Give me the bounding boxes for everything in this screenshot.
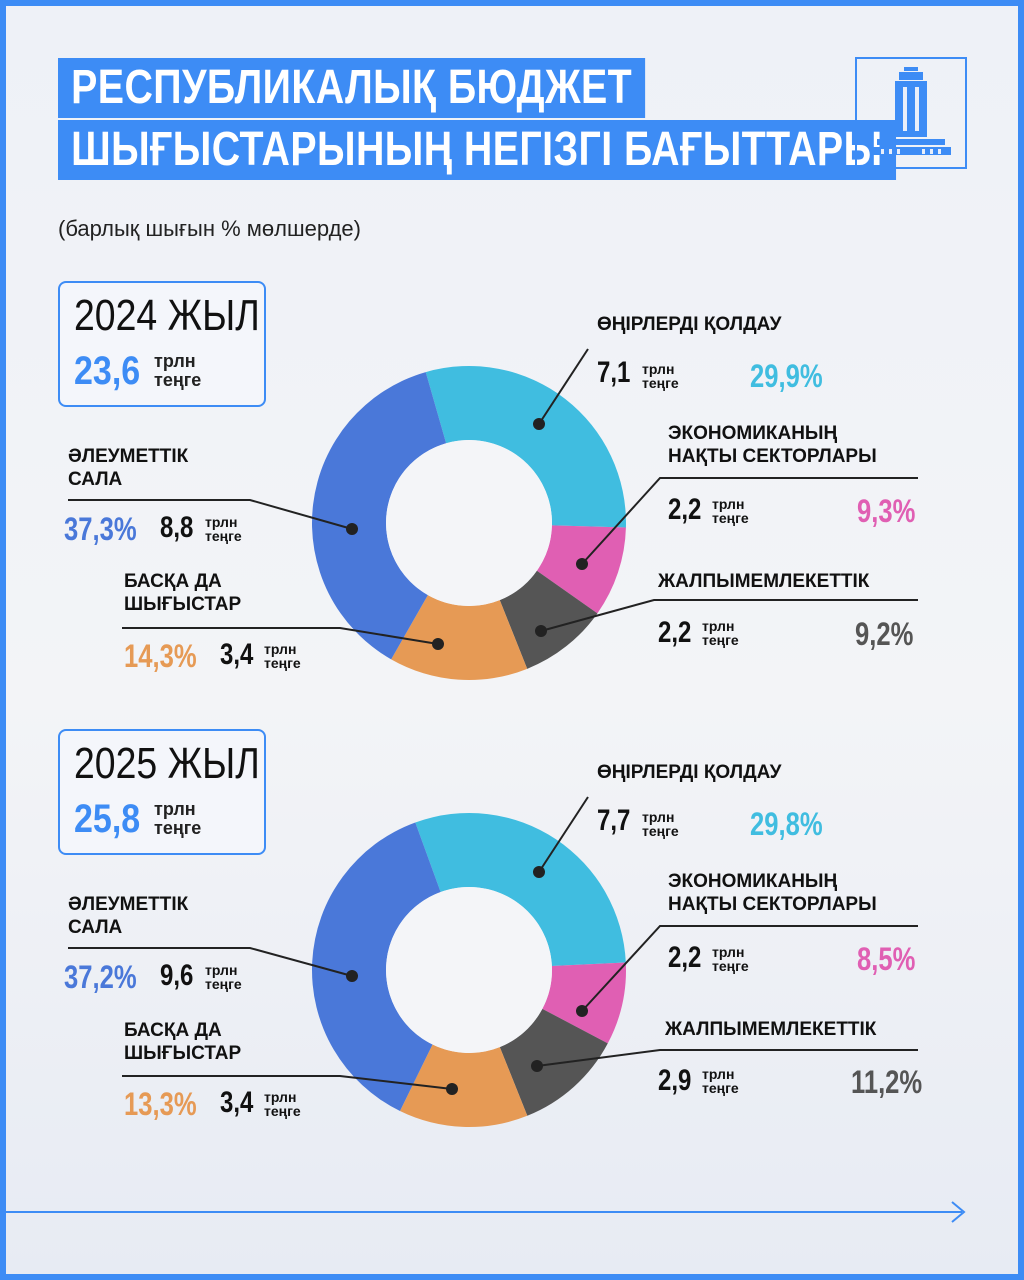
leader-line-other-1 [122, 1075, 453, 1090]
pct-regions-2025: 29,8% [750, 806, 823, 842]
leader-line-general-1 [536, 1049, 918, 1067]
year-label: 2024 ЖЫЛ [74, 291, 260, 340]
label-regions-2025: ӨҢІРЛЕРДІ ҚОЛДАУ [597, 762, 782, 783]
year-box-2024: 2024 ЖЫЛ 23,6 трлн теңге [58, 281, 266, 407]
year-box-2025: 2025 ЖЫЛ 25,8 трлн теңге [58, 729, 266, 855]
leader-line-other-0 [122, 627, 439, 645]
pct-other-2025: 13,3% [124, 1086, 197, 1122]
donut-slice-other-0 [391, 595, 528, 680]
unit-other-2024: трлн теңге [264, 641, 301, 671]
pct-economy-2025: 8,5% [857, 941, 916, 977]
label-economy-2025: ЭКОНОМИКАНЫҢ НАҚТЫ СЕКТОРЛАРЫ [668, 871, 877, 915]
pct-general-2025: 11,2% [851, 1064, 923, 1100]
unit-economy-2025: трлн теңге [712, 944, 749, 974]
amount-other-2024: 3,4 [220, 638, 254, 671]
label-general-2024: ЖАЛПЫМЕМЛЕКЕТТІК [658, 571, 870, 592]
leader-line-general-0 [540, 599, 918, 632]
donut-hole-1 [386, 887, 552, 1053]
unit-general-2024: трлн теңге [702, 618, 739, 648]
leader-dot-social-0 [346, 523, 358, 535]
unit-general-2025: трлн теңге [702, 1066, 739, 1096]
year-total: 23,6 [74, 349, 141, 393]
year-total: 25,8 [74, 797, 141, 841]
amount-general-2024: 2,2 [658, 616, 692, 649]
leader-dot-general-1 [531, 1060, 543, 1072]
donut-slice-general-1 [499, 1008, 608, 1116]
leader-line-social-1 [68, 947, 353, 977]
title-line-1: РЕСПУБЛИКАЛЫҚ БЮДЖЕТ [58, 58, 646, 118]
donut-slice-social-1 [312, 822, 441, 1112]
donut-slice-social-0 [312, 372, 447, 660]
amount-regions-2024: 7,1 [597, 356, 631, 389]
pct-other-2024: 14,3% [124, 638, 197, 674]
donut-slice-general-0 [499, 570, 598, 669]
label-social-2024: ӘЛЕУМЕТТІК САЛА [68, 446, 189, 490]
amount-social-2024: 8,8 [160, 511, 194, 544]
donut-hole-0 [386, 440, 552, 606]
amount-economy-2024: 2,2 [668, 493, 702, 526]
label-regions-2024: ӨҢІРЛЕРДІ ҚОЛДАУ [597, 314, 782, 335]
title-line-2: ШЫҒЫСТАРЫНЫҢ НЕГІЗГІ БАҒЫТТАРЫ [58, 120, 896, 180]
leader-dot-economy-1 [576, 1005, 588, 1017]
leader-line-regions-1 [538, 796, 589, 873]
amount-social-2025: 9,6 [160, 959, 194, 992]
amount-regions-2025: 7,7 [597, 804, 631, 837]
leader-dot-other-0 [432, 638, 444, 650]
donut-slice-other-1 [399, 1044, 528, 1127]
leader-dot-economy-0 [576, 558, 588, 570]
pct-social-2024: 37,3% [64, 511, 137, 547]
amount-other-2025: 3,4 [220, 1086, 254, 1119]
leader-line-regions-0 [538, 348, 589, 425]
bottom-arrow-icon [951, 1201, 966, 1223]
leader-line-social-0 [68, 499, 353, 530]
leader-dot-regions-1 [533, 866, 545, 878]
unit-other-2025: трлн теңге [264, 1089, 301, 1119]
label-economy-2024: ЭКОНОМИКАНЫҢ НАҚТЫ СЕКТОРЛАРЫ [668, 423, 877, 467]
unit-social-2025: трлн теңге [205, 962, 242, 992]
pct-economy-2024: 9,3% [857, 493, 916, 529]
year-label: 2025 ЖЫЛ [74, 739, 260, 788]
label-social-2025: ӘЛЕУМЕТТІК САЛА [68, 894, 189, 938]
leader-line-economy-0 [581, 477, 918, 565]
leader-dot-general-0 [535, 625, 547, 637]
unit-regions-2024: трлн теңге [642, 361, 679, 391]
unit-social-2024: трлн теңге [205, 514, 242, 544]
leader-dot-other-1 [446, 1083, 458, 1095]
leader-dot-social-1 [346, 970, 358, 982]
label-general-2025: ЖАЛПЫМЕМЛЕКЕТТІК [665, 1019, 877, 1040]
pct-regions-2024: 29,9% [750, 358, 823, 394]
building-emblem-icon [855, 57, 967, 169]
leader-dot-regions-0 [533, 418, 545, 430]
amount-general-2025: 2,9 [658, 1064, 692, 1097]
unit-economy-2024: трлн теңге [712, 496, 749, 526]
year-total-unit: трлн теңге [154, 799, 202, 838]
subtitle: (барлық шығын % мөлшерде) [58, 216, 361, 241]
donut-slice-economy-1 [542, 962, 627, 1044]
pct-general-2024: 9,2% [855, 616, 914, 652]
label-other-2025: БАСҚА ДА ШЫҒЫСТАР [124, 1020, 242, 1064]
donut-slice-regions-0 [425, 366, 626, 528]
year-total-unit: трлн теңге [154, 351, 202, 390]
label-other-2024: БАСҚА ДА ШЫҒЫСТАР [124, 571, 242, 615]
leader-line-economy-1 [581, 925, 918, 1012]
unit-regions-2025: трлн теңге [642, 809, 679, 839]
donut-slice-regions-1 [415, 813, 626, 967]
amount-economy-2025: 2,2 [668, 941, 702, 974]
pct-social-2025: 37,2% [64, 959, 137, 995]
